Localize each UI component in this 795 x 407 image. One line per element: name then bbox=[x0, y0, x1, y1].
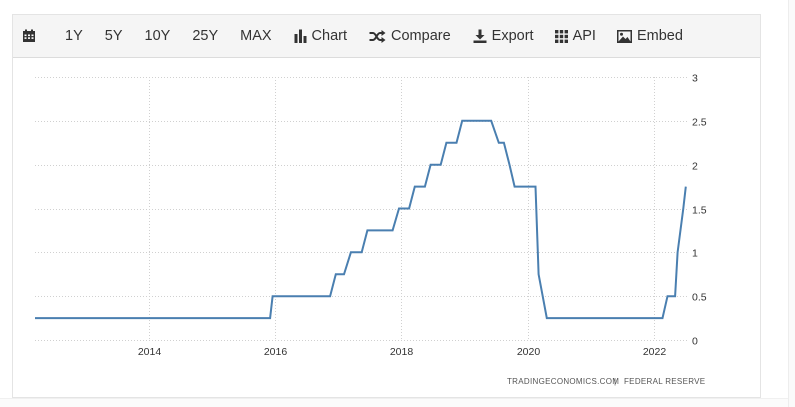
range-25y-button[interactable]: 25Y bbox=[192, 15, 218, 57]
grid-icon bbox=[554, 29, 568, 43]
export-label: Export bbox=[491, 28, 534, 44]
range-1y-button[interactable]: 1Y bbox=[65, 15, 83, 57]
shuffle-icon bbox=[369, 29, 386, 43]
x-tick-label: 2016 bbox=[264, 346, 288, 358]
range-max-label: MAX bbox=[240, 28, 272, 44]
embed-button[interactable]: Embed bbox=[616, 15, 683, 57]
y-tick-label: 2.5 bbox=[692, 117, 707, 129]
y-tick-label: 3 bbox=[692, 73, 698, 85]
api-label: API bbox=[572, 28, 596, 44]
y-tick-label: 2 bbox=[692, 161, 698, 173]
x-axis: 2014 2016 2018 2020 2022 bbox=[138, 346, 667, 358]
credit-separator: | bbox=[614, 377, 616, 386]
range-10y-label: 10Y bbox=[144, 28, 171, 44]
x-tick-label: 2014 bbox=[138, 346, 162, 358]
compare-label: Compare bbox=[391, 28, 451, 44]
range-1y-label: 1Y bbox=[65, 28, 83, 44]
chart-toolbar: 1Y 5Y 10Y 25Y MAX Chart bbox=[13, 15, 760, 58]
series-line bbox=[35, 119, 687, 320]
range-5y-button[interactable]: 5Y bbox=[105, 15, 123, 57]
range-5y-label: 5Y bbox=[104, 28, 123, 44]
api-button[interactable]: API bbox=[554, 15, 596, 57]
right-scroll-edge bbox=[788, 0, 795, 407]
export-button[interactable]: Export bbox=[473, 15, 534, 57]
y-tick-label: 0 bbox=[692, 336, 698, 348]
x-tick-label: 2022 bbox=[643, 346, 667, 358]
x-tick-label: 2018 bbox=[390, 346, 414, 358]
grid-lines bbox=[35, 77, 689, 341]
y-tick-label: 0.5 bbox=[692, 292, 707, 304]
range-25y-label: 25Y bbox=[192, 28, 219, 44]
x-tick-label: 2020 bbox=[517, 346, 541, 358]
bar-chart-icon bbox=[294, 29, 307, 43]
bottom-scroll-edge bbox=[0, 398, 788, 407]
range-max-button[interactable]: MAX bbox=[240, 15, 271, 57]
y-axis: 0 0.5 1 1.5 2 2.5 3 bbox=[692, 73, 707, 348]
embed-label: Embed bbox=[636, 28, 683, 44]
chart-credits: TRADINGECONOMICS.COM | FEDERAL RESERVE bbox=[507, 377, 705, 386]
y-tick-label: 1.5 bbox=[692, 205, 707, 217]
range-10y-button[interactable]: 10Y bbox=[145, 15, 171, 57]
calendar-button[interactable] bbox=[22, 15, 41, 57]
y-tick-label: 1 bbox=[692, 248, 698, 260]
compare-button[interactable]: Compare bbox=[369, 15, 451, 57]
download-icon bbox=[473, 29, 487, 43]
image-icon bbox=[616, 29, 632, 43]
credit-publisher: FEDERAL RESERVE bbox=[624, 377, 705, 386]
chart-type-label: Chart bbox=[311, 28, 348, 44]
credit-source: TRADINGECONOMICS.COM bbox=[507, 377, 619, 386]
chart-type-button[interactable]: Chart bbox=[294, 15, 347, 57]
calendar-icon bbox=[22, 29, 36, 43]
